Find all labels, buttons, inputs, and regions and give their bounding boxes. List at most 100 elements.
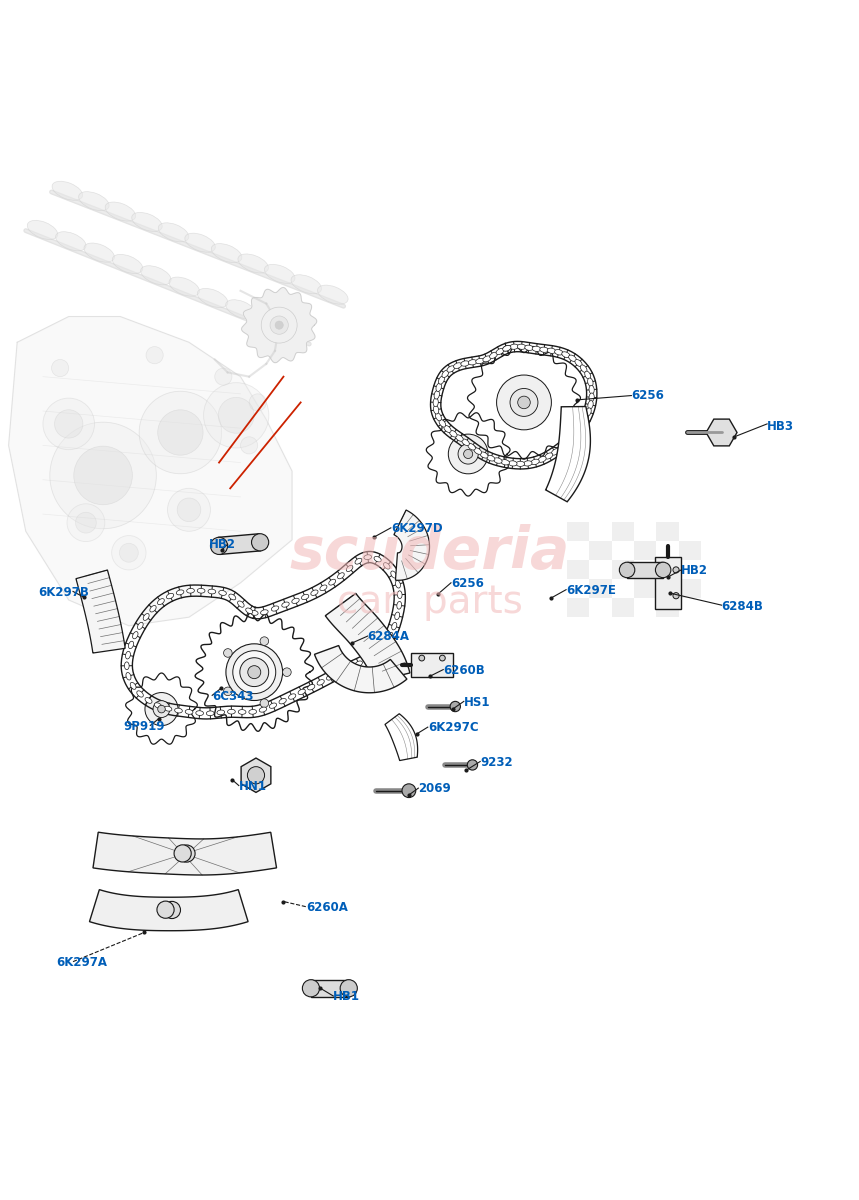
Circle shape bbox=[275, 322, 283, 329]
Circle shape bbox=[52, 360, 69, 377]
Ellipse shape bbox=[387, 632, 393, 640]
Ellipse shape bbox=[436, 413, 442, 421]
Ellipse shape bbox=[476, 359, 484, 364]
Text: 6284B: 6284B bbox=[722, 600, 764, 612]
Bar bbox=[567, 522, 589, 541]
Ellipse shape bbox=[208, 589, 216, 594]
Circle shape bbox=[43, 398, 94, 450]
Circle shape bbox=[67, 504, 105, 541]
Ellipse shape bbox=[249, 709, 257, 714]
Ellipse shape bbox=[336, 670, 343, 676]
Ellipse shape bbox=[439, 420, 446, 427]
Bar bbox=[634, 541, 656, 560]
Ellipse shape bbox=[282, 602, 289, 607]
Circle shape bbox=[153, 701, 170, 718]
Circle shape bbox=[240, 658, 269, 686]
Polygon shape bbox=[385, 714, 417, 761]
Ellipse shape bbox=[578, 421, 585, 430]
Ellipse shape bbox=[346, 565, 353, 571]
Ellipse shape bbox=[510, 344, 519, 349]
Ellipse shape bbox=[79, 192, 109, 211]
Ellipse shape bbox=[539, 347, 548, 353]
Ellipse shape bbox=[251, 611, 258, 616]
Ellipse shape bbox=[185, 233, 216, 252]
Ellipse shape bbox=[196, 710, 204, 715]
Ellipse shape bbox=[588, 401, 594, 409]
Circle shape bbox=[260, 698, 269, 708]
Circle shape bbox=[261, 307, 297, 343]
Circle shape bbox=[210, 538, 228, 554]
Text: scuderia: scuderia bbox=[289, 524, 570, 581]
Circle shape bbox=[450, 701, 460, 712]
Ellipse shape bbox=[364, 554, 372, 559]
Circle shape bbox=[178, 845, 195, 862]
Ellipse shape bbox=[143, 613, 149, 620]
Ellipse shape bbox=[468, 360, 477, 365]
Circle shape bbox=[112, 535, 146, 570]
Ellipse shape bbox=[226, 300, 256, 319]
Ellipse shape bbox=[206, 710, 214, 715]
Polygon shape bbox=[241, 288, 317, 362]
Ellipse shape bbox=[496, 348, 504, 354]
Text: 9232: 9232 bbox=[480, 756, 513, 769]
Ellipse shape bbox=[149, 606, 156, 612]
Ellipse shape bbox=[219, 590, 227, 595]
Circle shape bbox=[215, 368, 232, 385]
Circle shape bbox=[145, 692, 178, 726]
Ellipse shape bbox=[228, 709, 235, 714]
Ellipse shape bbox=[585, 371, 591, 379]
Ellipse shape bbox=[198, 588, 205, 593]
Ellipse shape bbox=[383, 563, 390, 569]
Circle shape bbox=[168, 488, 210, 532]
Ellipse shape bbox=[318, 286, 348, 304]
Circle shape bbox=[76, 512, 96, 533]
Circle shape bbox=[174, 845, 192, 862]
Bar bbox=[612, 560, 634, 580]
Ellipse shape bbox=[317, 679, 325, 685]
Ellipse shape bbox=[438, 376, 444, 384]
Ellipse shape bbox=[483, 356, 491, 361]
Ellipse shape bbox=[434, 406, 439, 414]
Ellipse shape bbox=[141, 265, 171, 284]
Ellipse shape bbox=[503, 346, 511, 352]
Circle shape bbox=[177, 498, 201, 522]
Ellipse shape bbox=[308, 684, 315, 690]
Polygon shape bbox=[89, 889, 248, 931]
Ellipse shape bbox=[298, 689, 305, 695]
Ellipse shape bbox=[586, 408, 591, 416]
Ellipse shape bbox=[155, 703, 161, 708]
Ellipse shape bbox=[238, 709, 246, 714]
Ellipse shape bbox=[545, 452, 552, 460]
Polygon shape bbox=[467, 347, 581, 460]
Ellipse shape bbox=[355, 558, 362, 564]
Ellipse shape bbox=[167, 593, 174, 599]
Ellipse shape bbox=[291, 275, 321, 294]
Ellipse shape bbox=[292, 599, 299, 604]
Bar bbox=[656, 560, 679, 580]
Ellipse shape bbox=[374, 649, 381, 655]
Ellipse shape bbox=[279, 698, 286, 704]
Ellipse shape bbox=[52, 181, 82, 200]
Ellipse shape bbox=[555, 349, 563, 355]
Ellipse shape bbox=[260, 610, 268, 614]
Circle shape bbox=[218, 397, 254, 433]
Ellipse shape bbox=[531, 460, 539, 464]
Polygon shape bbox=[706, 419, 737, 446]
Ellipse shape bbox=[174, 708, 182, 713]
Circle shape bbox=[340, 979, 357, 997]
Ellipse shape bbox=[131, 212, 162, 232]
Ellipse shape bbox=[487, 455, 495, 461]
Ellipse shape bbox=[397, 601, 402, 610]
Circle shape bbox=[497, 376, 551, 430]
Ellipse shape bbox=[198, 288, 228, 307]
Circle shape bbox=[50, 422, 156, 529]
Ellipse shape bbox=[434, 391, 440, 400]
Ellipse shape bbox=[444, 426, 451, 432]
Ellipse shape bbox=[523, 461, 532, 466]
Ellipse shape bbox=[176, 590, 184, 595]
Ellipse shape bbox=[84, 244, 114, 262]
Ellipse shape bbox=[501, 460, 509, 464]
Circle shape bbox=[467, 760, 478, 770]
Circle shape bbox=[204, 383, 269, 448]
Ellipse shape bbox=[395, 612, 399, 619]
